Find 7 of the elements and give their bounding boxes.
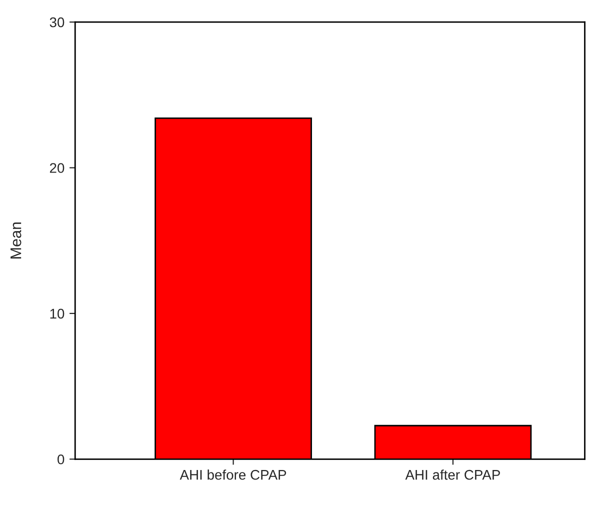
x-tick-label: AHI after CPAP (405, 470, 500, 480)
y-tick-label: 20 (50, 163, 64, 173)
y-tick-label: 30 (50, 17, 64, 28)
x-tick-label: AHI before CPAP (180, 470, 286, 480)
y-axis-title: Mean (10, 222, 22, 258)
y-tick-label: 10 (50, 308, 64, 319)
y-tick-label: 0 (58, 454, 64, 464)
